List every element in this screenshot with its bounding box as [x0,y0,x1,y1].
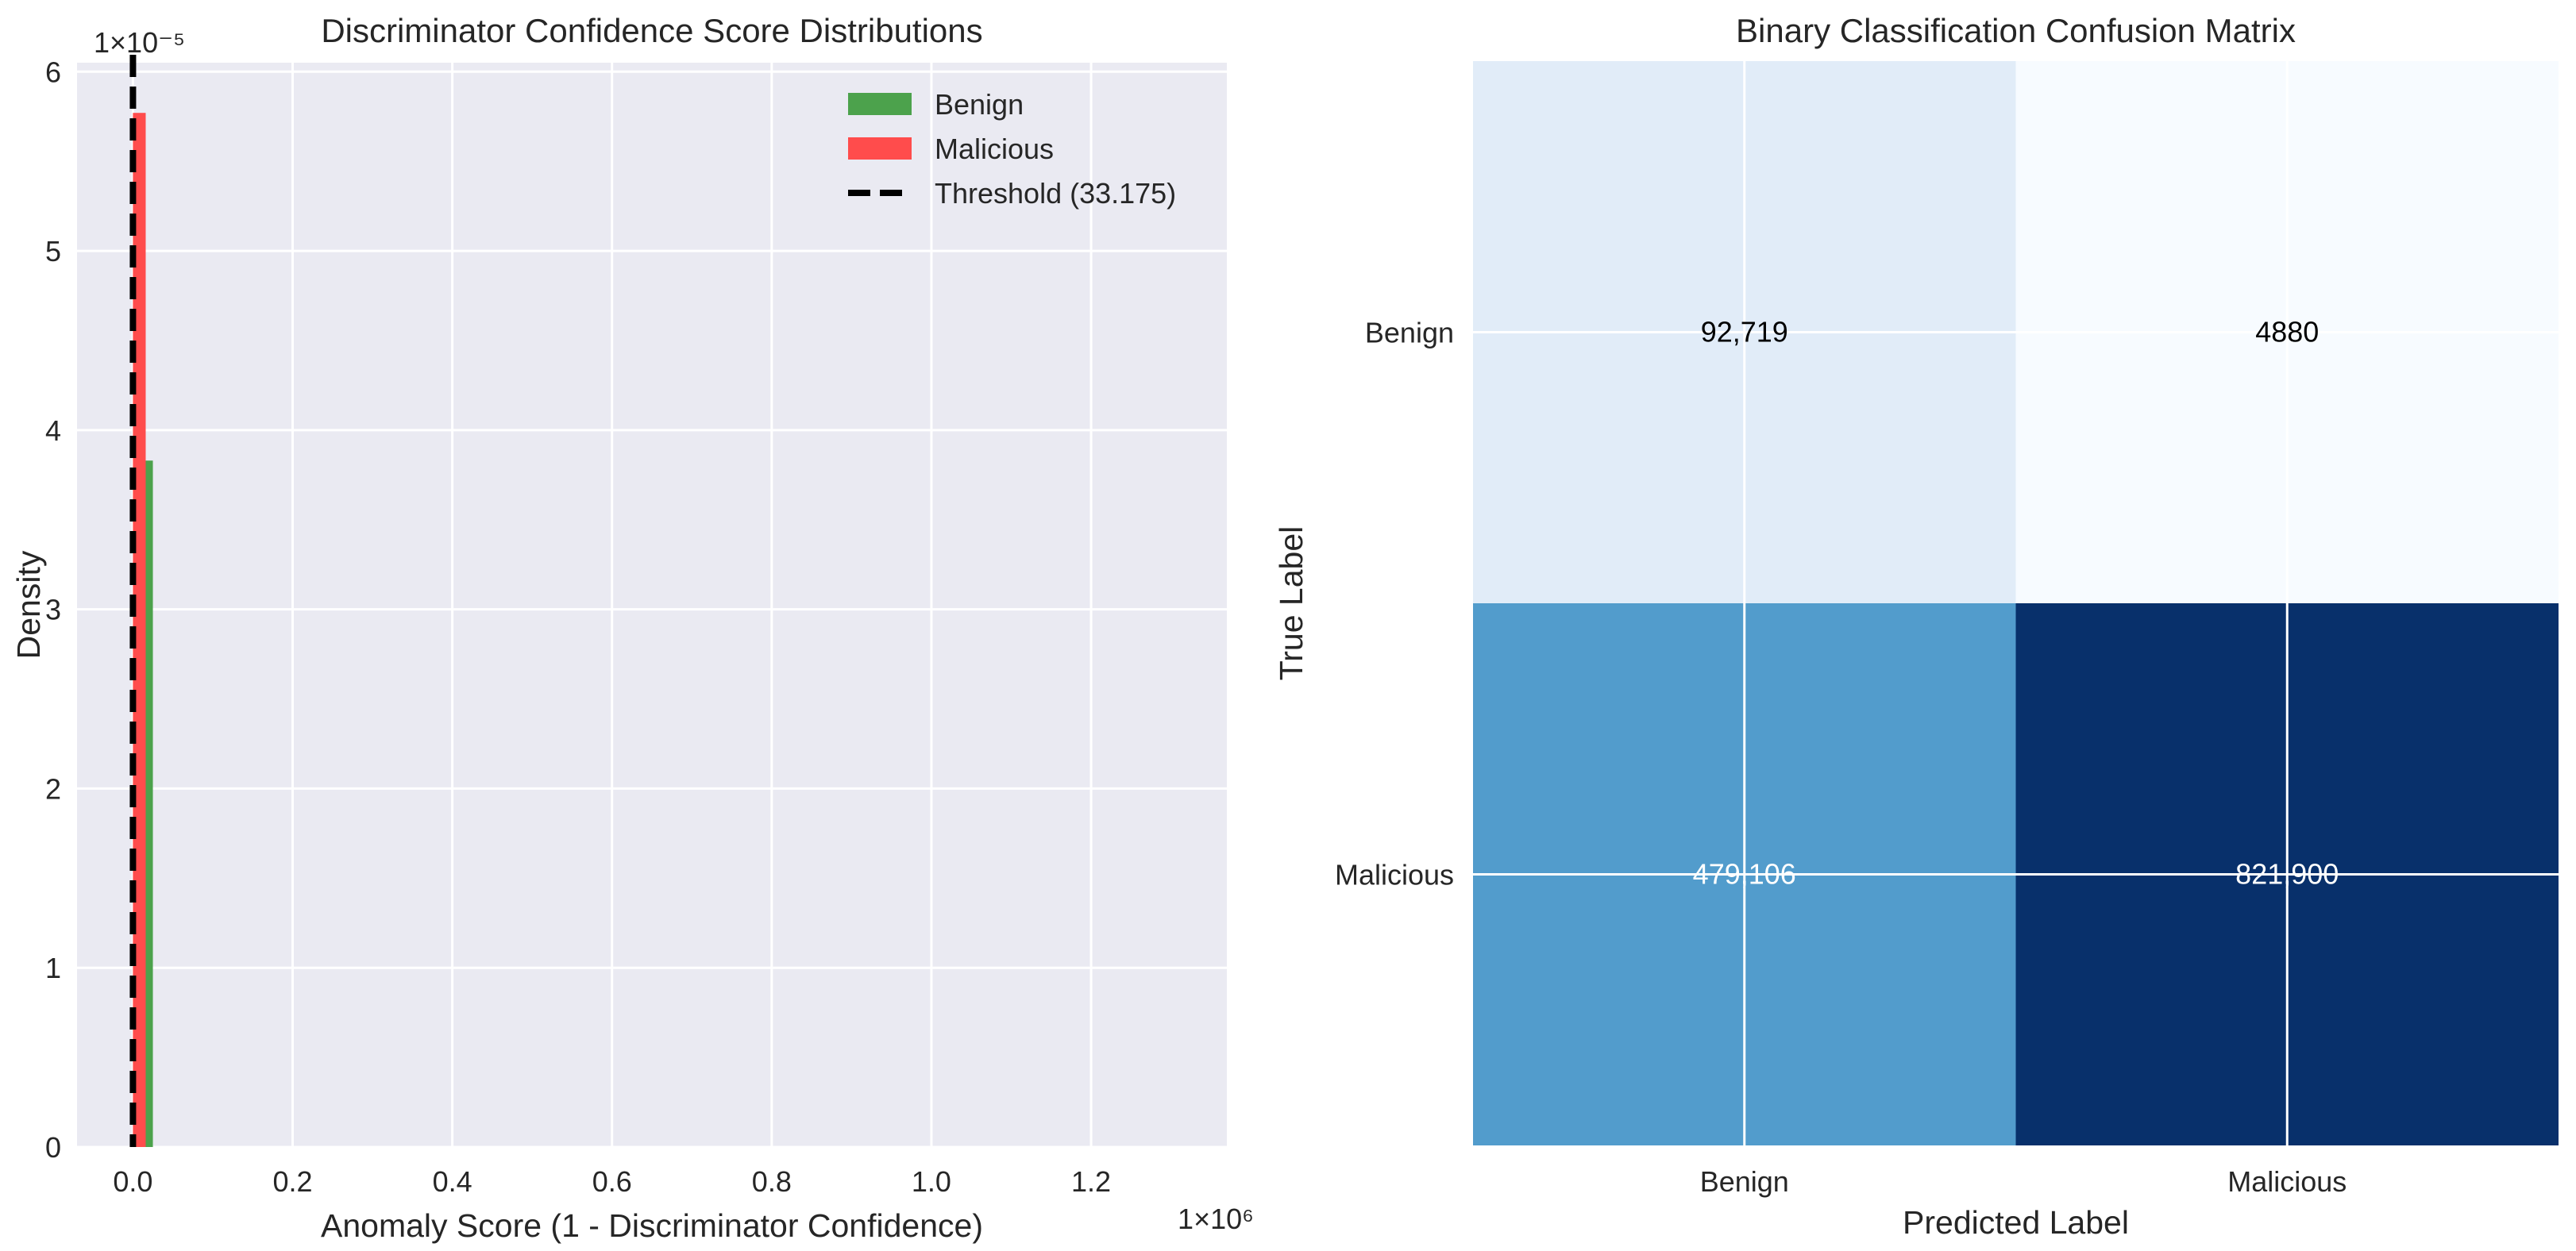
histogram-y-offset-text: 1×10⁻⁵ [94,26,185,59]
confusion-matrix-panel: 92,719 4880 479,106 821,900 Benign Malicious… [1273,12,2559,1241]
histogram-y-tick-label: 6 [45,56,61,88]
legend-swatch-benign [848,93,912,115]
histogram-x-offset-text: 1×10⁶ [1178,1203,1254,1235]
histogram-x-tick-label: 0.2 [272,1165,312,1198]
histogram-y-tick-label: 3 [45,594,61,626]
histogram-y-tick-label: 5 [45,235,61,268]
legend-label-threshold: Threshold (33.175) [935,177,1176,210]
confusion-matrix-cell-labels: 92,719 4880 479,106 821,900 [1693,316,2339,891]
histogram-x-tick-label: 0.0 [113,1165,152,1198]
histogram-y-tick-label: 1 [45,952,61,984]
confusion-matrix-cell-label: 4880 [2255,316,2319,348]
histogram-y-axis-label: Density [10,550,47,659]
confusion-matrix-y-axis-label: True Label [1273,526,1309,681]
histogram-x-tick-label: 1.0 [912,1165,951,1198]
confusion-matrix-gridlines [1473,61,2559,1145]
legend-label-benign: Benign [935,88,1024,121]
legend-swatch-malicious [848,137,912,160]
histogram-y-tick-label: 0 [45,1131,61,1164]
confusion-matrix-x-tick-label: Malicious [2227,1165,2347,1198]
confusion-matrix-title: Binary Classification Confusion Matrix [1736,12,2296,49]
legend-label-malicious: Malicious [935,133,1054,165]
confusion-matrix-cell-label: 479,106 [1693,858,1796,891]
histogram-x-axis-label: Anomaly Score (1 - Discriminator Confide… [321,1207,983,1244]
confusion-matrix-y-tick-label: Benign [1365,317,1454,349]
confusion-matrix-cells [1473,61,2559,1145]
confusion-matrix-tick-labels: Benign Malicious Benign Malicious [1335,317,2347,1199]
histogram-legend: Benign Malicious Threshold (33.175) [848,88,1176,210]
histogram-panel: 0.0 0.2 0.4 0.6 0.8 1.0 1.2 0 1 2 3 4 5 6 Discriminat… [10,12,1254,1244]
confusion-matrix-x-tick-label: Benign [1700,1165,1789,1198]
confusion-matrix-y-tick-label: Malicious [1335,859,1454,891]
histogram-title: Discriminator Confidence Score Distribut… [321,12,982,49]
histogram-x-tick-label: 0.6 [592,1165,632,1198]
histogram-gridlines [77,63,1227,1149]
histogram-y-tick-label: 2 [45,772,61,805]
histogram-y-tick-label: 4 [45,414,61,447]
histogram-plot-background [77,63,1227,1147]
confusion-matrix-cell-label: 821,900 [2235,858,2339,891]
histogram-x-tick-label: 0.4 [433,1165,472,1198]
confusion-matrix-x-axis-label: Predicted Label [1903,1204,2129,1241]
histogram-x-tick-label: 1.2 [1071,1165,1111,1198]
confusion-matrix-cell-label: 92,719 [1701,316,1788,348]
histogram-x-tick-label: 0.8 [752,1165,792,1198]
histogram-tick-labels: 0.0 0.2 0.4 0.6 0.8 1.0 1.2 0 1 2 3 4 5 6 [45,56,1111,1198]
